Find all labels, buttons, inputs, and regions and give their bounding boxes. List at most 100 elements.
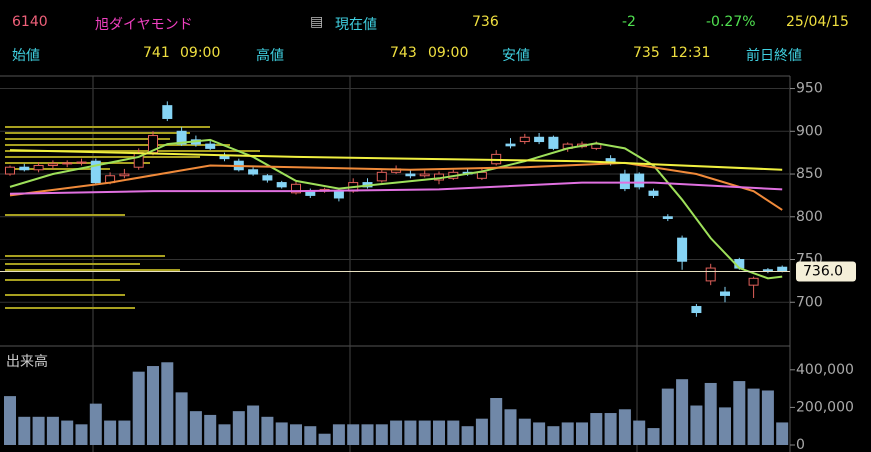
y-tick-label: 200,000 [796, 399, 854, 415]
volume-bar [704, 382, 717, 445]
volume-bar [61, 420, 74, 445]
candle-body [705, 267, 716, 282]
candle-body [47, 163, 58, 166]
volume-bar [204, 414, 217, 445]
y-tick-label: 900 [796, 123, 823, 139]
volume-bar [490, 398, 503, 445]
volume-bar [189, 411, 202, 445]
volume-bar [32, 416, 45, 445]
volume-bar [561, 422, 574, 445]
volume-bar [576, 422, 588, 445]
volume-bar [275, 422, 288, 445]
candle-body [262, 175, 273, 181]
price-tag-label: 736.0 [803, 263, 843, 279]
volume-bar [175, 392, 188, 445]
volume-bar [347, 424, 360, 445]
volume-bar [89, 403, 102, 445]
volume-bar [661, 388, 674, 445]
candle-body [76, 161, 87, 164]
candle-body [276, 182, 287, 188]
volume-bar [304, 426, 317, 445]
candle-body [162, 105, 173, 119]
y-tick-label: 950 [796, 81, 823, 97]
volume-bar [733, 381, 746, 445]
volume-bar [46, 416, 59, 445]
y-tick-label: 700 [796, 294, 823, 310]
y-tick-label: 0 [796, 437, 805, 452]
candle-body [634, 173, 645, 188]
candle-body [476, 171, 487, 179]
moving-average [9, 138, 783, 280]
volume-bar [332, 424, 345, 445]
moving-average [9, 181, 783, 195]
candle-body [19, 166, 30, 171]
volume-bar [18, 416, 31, 445]
y-tick-label: 800 [796, 209, 823, 225]
moving-average [9, 149, 783, 171]
volume-bar [676, 379, 689, 445]
code: 6140 [12, 14, 48, 30]
volume-bar [533, 422, 546, 445]
volume-bar [719, 407, 731, 445]
volume-bar [318, 433, 331, 445]
volume-bar [104, 420, 117, 445]
volume-bar [447, 420, 460, 445]
volume-profile [5, 126, 260, 309]
candle-body [619, 173, 630, 190]
candle-body [176, 130, 187, 145]
volume-bar [232, 411, 245, 445]
candle-body [662, 216, 673, 219]
volume-bar [633, 420, 646, 445]
volume-bar [161, 362, 174, 445]
candle-body [691, 306, 702, 314]
volume-bar [132, 371, 145, 445]
value: 736 [472, 14, 499, 30]
candle-body [291, 183, 301, 194]
volume-bar [418, 420, 431, 445]
volume-bar [404, 420, 417, 445]
candle-body [720, 291, 730, 296]
value: -0.27% [706, 14, 756, 30]
label: 始値 [12, 48, 40, 64]
volume-bar [147, 366, 159, 445]
volume-bar [761, 390, 774, 445]
candle-body [548, 136, 559, 149]
candle-body [62, 162, 73, 165]
name: 旭ダイヤモンド [95, 17, 193, 33]
volume-bar [547, 426, 560, 445]
candle-body [119, 173, 130, 177]
candle-body [90, 160, 101, 184]
value: 735 [633, 45, 660, 61]
candle-body [534, 136, 545, 143]
volume-bar [518, 418, 531, 445]
icon[interactable]: ▤ [310, 14, 324, 30]
volume-bar [618, 409, 631, 445]
candle-body [248, 169, 259, 175]
candle-body [677, 237, 688, 262]
value: 741 [143, 45, 170, 61]
label: 前日終値 [746, 48, 802, 64]
label: 安値 [502, 48, 530, 64]
volume-bar [361, 424, 374, 445]
price-tag [796, 261, 856, 282]
label: 高値 [256, 48, 284, 64]
volume-bar [504, 409, 517, 445]
volume-bar [218, 424, 231, 445]
volume-bar [776, 422, 789, 445]
time: 09:00 [180, 45, 221, 61]
candle-body [376, 171, 387, 182]
candle-body [419, 173, 430, 177]
candle-body [748, 277, 759, 286]
time: 09:00 [428, 45, 469, 61]
candle-body [333, 190, 344, 199]
volume-bar [604, 413, 617, 445]
moving-average [9, 161, 783, 211]
candle-body [5, 166, 15, 175]
candle-body [205, 143, 216, 149]
volume-bar [475, 418, 488, 445]
volume-bar [247, 405, 260, 445]
